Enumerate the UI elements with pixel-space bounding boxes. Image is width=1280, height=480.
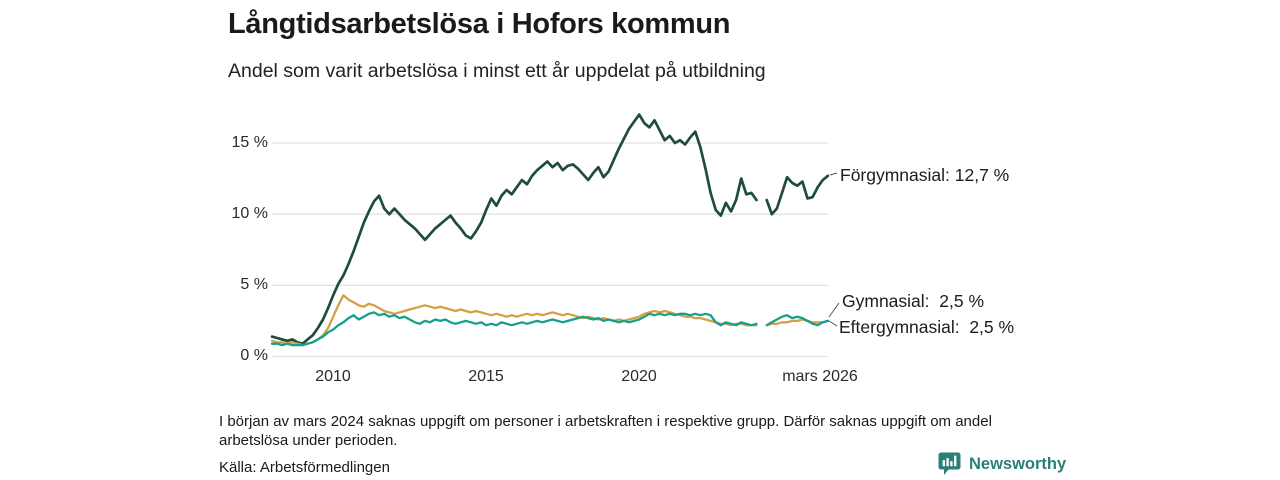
label-connector-gymnasial bbox=[828, 302, 840, 318]
label-connector-förgymnasial bbox=[829, 172, 838, 176]
bar-chart-speech-bubble-icon bbox=[938, 452, 961, 476]
x-tick-2020: 2020 bbox=[621, 368, 657, 385]
brand-name: Newsworthy bbox=[969, 454, 1067, 473]
x-tick-2015: 2015 bbox=[468, 368, 504, 385]
x-tick-2010: 2010 bbox=[315, 368, 351, 385]
y-tick-10: 10 % bbox=[231, 205, 268, 222]
series-label-eftergymnasial: Eftergymnasial: 2,5 % bbox=[839, 317, 1015, 337]
series-line-eftergymnasial bbox=[270, 311, 830, 347]
x-tick-mars-2026: mars 2026 bbox=[782, 368, 858, 385]
y-tick-15: 15 % bbox=[231, 134, 268, 151]
y-tick-5: 5 % bbox=[240, 276, 268, 293]
y-tick-0: 0 % bbox=[240, 347, 268, 364]
series-line-förgymnasial bbox=[270, 113, 830, 346]
series-label-gymnasial: Gymnasial: 2,5 % bbox=[842, 291, 984, 311]
page-subtitle: Andel som varit arbetslösa i minst ett å… bbox=[228, 60, 766, 82]
page-title: Långtidsarbetslösa i Hofors kommun bbox=[228, 8, 731, 40]
brand-logo: Newsworthy bbox=[938, 452, 1066, 476]
series-label-forgymnasial: Förgymnasial: 12,7 % bbox=[840, 165, 1010, 185]
label-connector-eftergymnasial bbox=[828, 320, 838, 327]
footnote: I början av mars 2024 saknas uppgift om … bbox=[219, 413, 992, 450]
source-text: Källa: Arbetsförmedlingen bbox=[219, 459, 390, 476]
